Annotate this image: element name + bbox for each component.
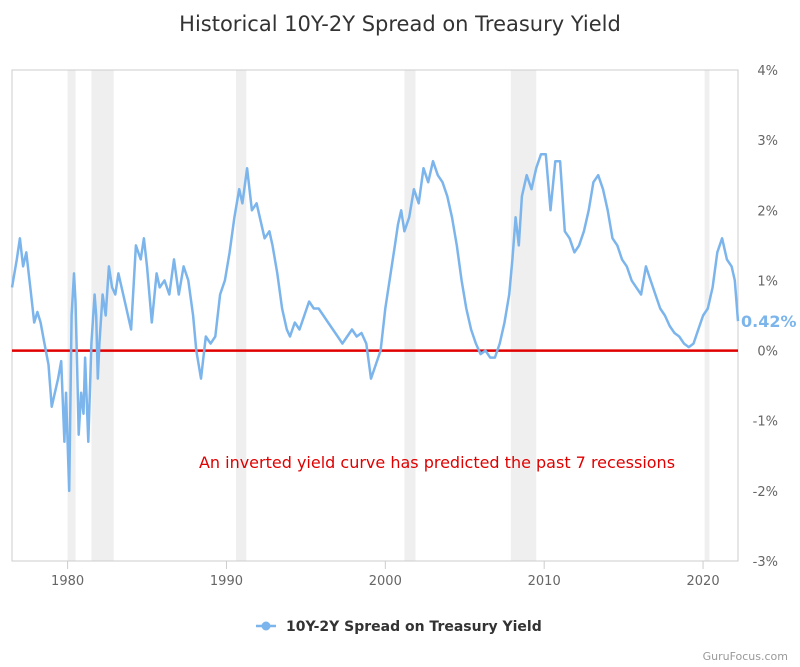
y-axis: -3% -2% -1% 0% 1% 2% 3% 4% — [753, 64, 778, 570]
recession-band-4 — [510, 70, 537, 561]
legend-marker-icon — [261, 621, 271, 631]
inversion-annotation: An inverted yield curve has predicted th… — [199, 453, 675, 472]
y-tick-label: -3% — [753, 555, 778, 570]
recession-band-2 — [235, 70, 247, 561]
y-tick-label: -2% — [753, 485, 778, 500]
chart-title: Historical 10Y-2Y Spread on Treasury Yie… — [179, 12, 621, 36]
x-tick-label: 1980 — [51, 574, 84, 589]
recession-band-5 — [704, 70, 710, 561]
y-tick-label: -1% — [753, 415, 778, 430]
plot-area — [11, 69, 739, 562]
credit-label[interactable]: GuruFocus.com — [703, 650, 788, 663]
x-tick-label: 2000 — [369, 574, 402, 589]
legend[interactable]: 10Y-2Y Spread on Treasury Yield — [256, 619, 542, 635]
recession-bands — [67, 70, 710, 561]
x-axis: 1980 1990 2000 2010 2020 — [51, 561, 720, 589]
x-tick-label: 1990 — [210, 574, 243, 589]
last-value-label: 0.42% — [741, 312, 797, 331]
y-tick-label: 3% — [757, 134, 778, 149]
y-tick-label: 0% — [757, 345, 778, 360]
y-tick-label: 4% — [757, 64, 778, 79]
y-tick-label: 1% — [757, 274, 778, 289]
series-line — [10, 152, 740, 493]
x-tick-label: 2020 — [687, 574, 720, 589]
recession-band-3 — [404, 70, 416, 561]
y-tick-label: 2% — [757, 204, 778, 219]
legend-label: 10Y-2Y Spread on Treasury Yield — [286, 619, 542, 635]
x-tick-label: 2010 — [528, 574, 561, 589]
recession-band-1 — [91, 70, 114, 561]
